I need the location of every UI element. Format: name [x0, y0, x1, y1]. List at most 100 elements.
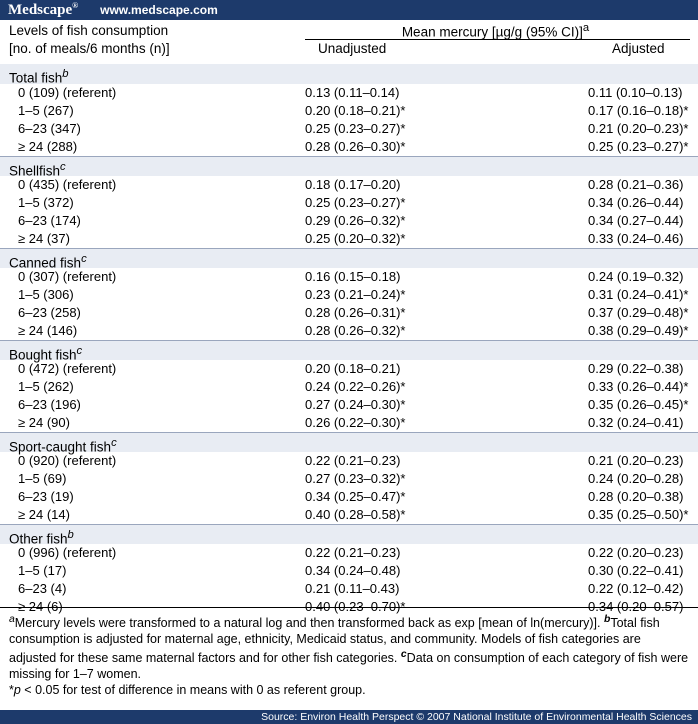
footnote-p: < 0.05 for test of difference in means w… — [20, 683, 366, 698]
footnote-c-mark: c — [400, 649, 407, 661]
level-cell: 6–23 (4) — [18, 581, 67, 596]
unadjusted-cell: 0.23 (0.21–0.24)* — [305, 287, 406, 302]
adjusted-cell: 0.37 (0.29–0.48)* — [588, 305, 689, 320]
level-cell: 1–5 (69) — [18, 471, 67, 486]
level-cell: 6–23 (347) — [18, 121, 81, 136]
unadjusted-cell: 0.40 (0.23–0.70)* — [305, 599, 406, 614]
unadjusted-header: Unadjusted — [318, 41, 387, 56]
table-row: 1–5 (69) 0.27 (0.23–0.32)* 0.24 (0.20–0.28… — [0, 470, 698, 488]
mean-mercury-header: Mean mercury [µg/g (95% CI)]a — [401, 22, 590, 40]
site-url: www.medscape.com — [100, 3, 218, 17]
table-row: ≥ 24 (14) 0.40 (0.28–0.58)* 0.35 (0.25–0.5… — [0, 506, 698, 524]
section-footnote-mark: b — [62, 68, 69, 80]
table-header: Levels of fish consumption [no. of meals… — [0, 20, 698, 65]
level-cell: ≥ 24 (146) — [18, 323, 78, 338]
unadjusted-cell: 0.27 (0.23–0.32)* — [305, 471, 406, 486]
source-bar: Source: Environ Health Perspect © 2007 N… — [0, 710, 698, 724]
footnote-a: Mercury levels were transformed to a nat… — [14, 616, 604, 631]
footnote-a-mark: a — [9, 614, 15, 625]
unadjusted-cell: 0.34 (0.24–0.48) — [305, 563, 401, 578]
level-cell: 6–23 (196) — [18, 397, 81, 412]
adjusted-cell: 0.25 (0.23–0.27)* — [588, 139, 689, 154]
level-cell: 6–23 (258) — [18, 305, 81, 320]
level-cell: 0 (435) (referent) — [18, 177, 117, 192]
unadjusted-cell: 0.13 (0.11–0.14) — [305, 85, 400, 100]
section-header: Sport-caught fishc — [0, 432, 698, 455]
table-row: 6–23 (4) 0.21 (0.11–0.43) 0.22 (0.12–0.42) — [0, 580, 698, 598]
footnote-b-mark: b — [603, 614, 611, 625]
table-row: 0 (435) (referent) 0.18 (0.17–0.20) 0.28 (… — [0, 176, 698, 194]
section-header: Canned fishc — [0, 248, 698, 271]
adjusted-cell: 0.35 (0.26–0.45)* — [588, 397, 689, 412]
table-row: ≥ 24 (6) 0.40 (0.23–0.70)* 0.34 (0.20–0.57… — [0, 598, 698, 616]
adjusted-cell: 0.34 (0.26–0.44) — [588, 195, 684, 210]
unadjusted-cell: 0.25 (0.23–0.27)* — [305, 121, 406, 136]
level-cell: ≥ 24 (6) — [18, 599, 63, 614]
unadjusted-cell: 0.28 (0.26–0.32)* — [305, 323, 406, 338]
adjusted-cell: 0.32 (0.24–0.41) — [588, 415, 684, 430]
levels-header-line1: Levels of fish consumption — [9, 23, 169, 38]
table-row: ≥ 24 (288) 0.28 (0.26–0.30)* 0.25 (0.23–0.… — [0, 138, 698, 156]
section-footnote-mark: c — [111, 437, 117, 449]
unadjusted-cell: 0.28 (0.26–0.30)* — [305, 139, 406, 154]
level-cell: 0 (920) (referent) — [18, 453, 117, 468]
adjusted-cell: 0.33 (0.26–0.44)* — [588, 379, 689, 394]
unadjusted-cell: 0.34 (0.25–0.47)* — [305, 489, 406, 504]
level-cell: ≥ 24 (90) — [18, 415, 70, 430]
footnote-p-letter: p — [13, 683, 21, 698]
table-row: 0 (996) (referent) 0.22 (0.21–0.23) 0.22 (… — [0, 544, 698, 562]
section-title: Sport-caught fish — [9, 439, 112, 455]
adjusted-header: Adjusted — [612, 41, 665, 56]
footnote-b: Total fish consumption is adjusted for m… — [9, 616, 660, 666]
section-footnote-mark: c — [81, 253, 87, 265]
section-title: Bought fish — [9, 347, 77, 363]
data-table: Total fishb 0 (109) (referent) 0.13 (0.11–… — [0, 64, 698, 616]
table-row: 6–23 (258) 0.28 (0.26–0.31)* 0.37 (0.29–0.… — [0, 304, 698, 322]
unadjusted-cell: 0.22 (0.21–0.23) — [305, 545, 401, 560]
level-cell: ≥ 24 (14) — [18, 507, 70, 522]
section-header: Other fishb — [0, 524, 698, 547]
table-row: ≥ 24 (37) 0.25 (0.20–0.32)* 0.33 (0.24–0.4… — [0, 230, 698, 248]
top-banner: Medscape® www.medscape.com — [0, 0, 698, 20]
section-title: Total fish — [9, 70, 63, 86]
header-rule — [305, 39, 690, 40]
adjusted-cell: 0.17 (0.16–0.18)* — [588, 103, 689, 118]
adjusted-cell: 0.31 (0.24–0.41)* — [588, 287, 689, 302]
adjusted-cell: 0.33 (0.24–0.46) — [588, 231, 684, 246]
section-title: Other fish — [9, 531, 68, 547]
level-cell: 1–5 (17) — [18, 563, 67, 578]
unadjusted-cell: 0.29 (0.26–0.32)* — [305, 213, 406, 228]
adjusted-cell: 0.28 (0.21–0.36) — [588, 177, 684, 192]
adjusted-cell: 0.34 (0.20–0.57) — [588, 599, 684, 614]
table-row: 1–5 (372) 0.25 (0.23–0.27)* 0.34 (0.26–0.4… — [0, 194, 698, 212]
level-cell: 0 (472) (referent) — [18, 361, 117, 376]
table-row: 6–23 (19) 0.34 (0.25–0.47)* 0.28 (0.20–0.3… — [0, 488, 698, 506]
footnote-c: Data on consumption of each category of … — [9, 651, 689, 682]
section-footnote-mark: c — [60, 161, 66, 173]
medscape-logo: Medscape® — [8, 1, 79, 18]
unadjusted-cell: 0.20 (0.18–0.21) — [305, 361, 401, 376]
table-row: 0 (307) (referent) 0.16 (0.15–0.18) 0.24 (… — [0, 268, 698, 286]
level-cell: 0 (109) (referent) — [18, 85, 117, 100]
level-cell: 1–5 (267) — [18, 103, 74, 118]
section-footnote-mark: b — [67, 529, 74, 541]
level-cell: 0 (307) (referent) — [18, 269, 117, 284]
table-row: 1–5 (306) 0.23 (0.21–0.24)* 0.31 (0.24–0.4… — [0, 286, 698, 304]
unadjusted-cell: 0.25 (0.20–0.32)* — [305, 231, 406, 246]
adjusted-cell: 0.21 (0.20–0.23)* — [588, 121, 689, 136]
section-header: Bought fishc — [0, 340, 698, 363]
adjusted-cell: 0.34 (0.27–0.44) — [588, 213, 684, 228]
table-row: 0 (920) (referent) 0.22 (0.21–0.23) 0.21 (… — [0, 452, 698, 470]
unadjusted-cell: 0.25 (0.23–0.27)* — [305, 195, 406, 210]
levels-header-line2: [no. of meals/6 months (n)] — [9, 41, 170, 56]
section-header: Shellfishc — [0, 156, 698, 179]
level-cell: ≥ 24 (37) — [18, 231, 70, 246]
section-footnote-mark: c — [76, 345, 83, 357]
unadjusted-cell: 0.40 (0.28–0.58)* — [305, 507, 406, 522]
footnotes: aMercury levels were transformed to a na… — [9, 612, 691, 698]
level-cell: 6–23 (19) — [18, 489, 74, 504]
table-row: 0 (472) (referent) 0.20 (0.18–0.21) 0.29 (… — [0, 360, 698, 378]
table-row: 6–23 (347) 0.25 (0.23–0.27)* 0.21 (0.20–0.… — [0, 120, 698, 138]
level-cell: 1–5 (372) — [18, 195, 74, 210]
adjusted-cell: 0.22 (0.20–0.23) — [588, 545, 684, 560]
